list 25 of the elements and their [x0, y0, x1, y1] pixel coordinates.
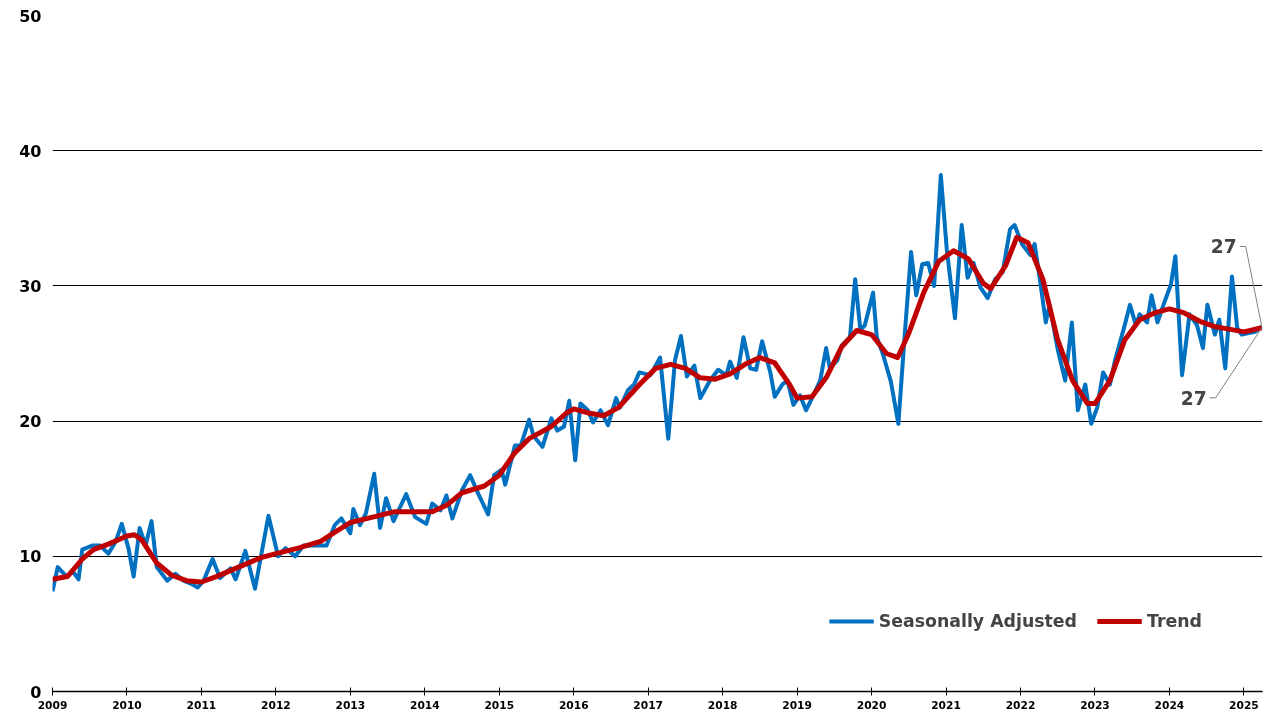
- x-tick-label: 2025: [1229, 698, 1259, 712]
- y-tick-label: 30: [19, 276, 42, 296]
- x-tick-label: 2014: [409, 698, 440, 712]
- annotation: 27: [1180, 387, 1207, 409]
- x-tick-label: 2018: [707, 698, 738, 712]
- x-tick-label: 2019: [782, 698, 812, 712]
- y-tick-label: 10: [19, 547, 42, 567]
- x-tick-label: 2023: [1080, 698, 1110, 712]
- x-tick-label: 2017: [633, 698, 664, 712]
- y-tick-label: 20: [19, 412, 42, 432]
- y-tick-label: 50: [19, 6, 42, 26]
- x-tick-label: 2012: [261, 698, 291, 712]
- legend-label: Trend: [1147, 611, 1202, 631]
- x-tick-label: 2011: [186, 698, 217, 712]
- x-tick-label: 2015: [484, 698, 515, 712]
- x-tick-label: 2024: [1154, 698, 1185, 712]
- x-tick-label: 2013: [335, 698, 366, 712]
- y-tick-label: 40: [19, 141, 42, 161]
- legend-label: Seasonally Adjusted: [878, 611, 1078, 631]
- x-tick-label: 2010: [112, 698, 142, 712]
- x-tick-label: 2020: [856, 698, 887, 712]
- x-tick-label: 2016: [558, 698, 589, 712]
- annotation: 27: [1210, 236, 1237, 258]
- x-tick-label: 2021: [931, 698, 961, 712]
- x-tick-label: 2022: [1005, 698, 1036, 712]
